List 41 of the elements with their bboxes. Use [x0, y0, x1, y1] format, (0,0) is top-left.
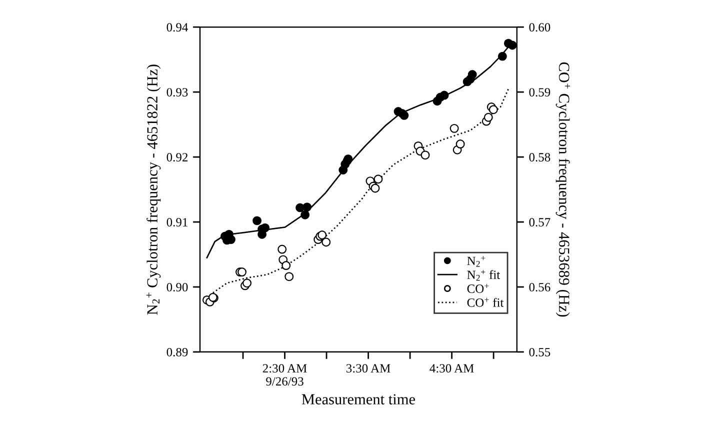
y2-tick-label: 0.57: [529, 218, 550, 227]
y-tick-label: 0.91: [166, 218, 188, 227]
y-tick-label: 0.89: [166, 348, 188, 356]
point: [252, 216, 262, 226]
y-tick-label: 0.94: [166, 23, 188, 32]
y2-tick-label: 0.58: [529, 153, 550, 162]
point: [498, 52, 507, 61]
point: [284, 272, 294, 282]
y2-tick-label: 0.56: [529, 282, 550, 292]
legend-label: N$_{2}$$^{+}$ fit: [467, 270, 500, 281]
legend-label: CO$^{+}$: [467, 284, 489, 293]
point: [508, 40, 517, 50]
point: [484, 112, 493, 122]
point: [260, 223, 270, 232]
y-tick-label: 0.90: [166, 282, 188, 292]
point: [456, 140, 465, 149]
x-tick-label: 3:30 AM: [346, 364, 390, 373]
y2-tick-label: 0.55: [529, 348, 550, 356]
y-tick-label: 0.92: [166, 153, 188, 162]
point: [488, 105, 498, 114]
y2-tick-label: 0.60: [529, 23, 550, 32]
point: [300, 210, 310, 220]
point: [468, 70, 477, 79]
point: [450, 124, 459, 133]
x-tick-label: 2:30 AM 9/26/93: [262, 364, 307, 386]
point: [242, 278, 252, 288]
x-axis-title: Measurement time: [302, 394, 415, 404]
point: [282, 261, 291, 270]
point: [440, 90, 449, 100]
y2-tick-label: 0.59: [529, 88, 550, 97]
x-tick-label: 4:30 AM: [430, 364, 474, 373]
point: [322, 238, 331, 247]
point: [374, 174, 383, 184]
legend-label: N$_{2}$$^{+}$: [467, 256, 486, 267]
y-axis-title: N$_{2}$$^{+}$ Cyclotron frequency - 4651822 (Hz): [146, 64, 161, 315]
y2-axis-title: CO$^{+}$ Cyclotron frequency - 4653689 (Hz): [556, 62, 570, 317]
point: [278, 244, 287, 254]
point: [420, 150, 430, 160]
y-tick-label: 0.93: [166, 88, 188, 97]
point: [302, 202, 312, 212]
legend-label: CO$^{+}$ fit: [467, 298, 504, 307]
